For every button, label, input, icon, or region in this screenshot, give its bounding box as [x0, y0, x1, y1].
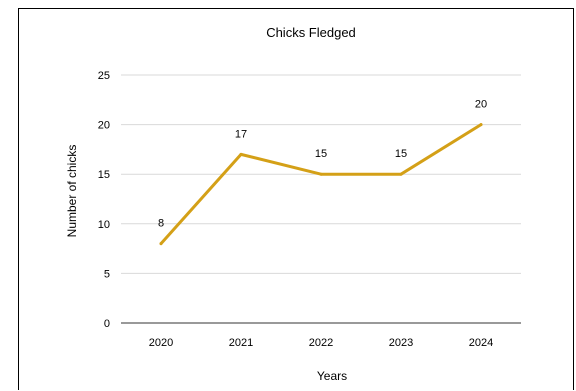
y-tick-label: 10 [98, 219, 110, 231]
data-point [319, 172, 323, 176]
y-tick-label: 25 [98, 70, 110, 82]
y-axis-title: Number of chicks [65, 145, 79, 238]
y-tick-label: 0 [104, 318, 110, 330]
chart-title: Chicks Fledged [266, 25, 356, 40]
data-labels: 8 17 15 15 20 [158, 99, 487, 230]
x-tick-label: 2020 [149, 337, 173, 349]
data-label: 15 [315, 148, 327, 160]
data-point [159, 242, 163, 246]
x-tick-label: 2024 [469, 337, 493, 349]
chart-frame: Chicks Fledged 0 5 10 15 20 25 2020 2021 2022 20… [18, 8, 574, 390]
y-tick-label: 5 [104, 268, 110, 280]
data-point [239, 152, 243, 156]
data-label: 17 [235, 128, 247, 140]
x-tick-label: 2023 [389, 337, 413, 349]
y-tick-labels: 0 5 10 15 20 25 [98, 70, 110, 330]
x-tick-labels: 2020 2021 2022 2023 2024 [149, 337, 493, 349]
x-tick-label: 2021 [229, 337, 253, 349]
data-label: 15 [395, 148, 407, 160]
x-tick-label: 2022 [309, 337, 333, 349]
y-tick-label: 15 [98, 169, 110, 181]
data-label: 8 [158, 218, 164, 230]
data-point [479, 123, 483, 127]
series-line [159, 123, 483, 246]
y-tick-label: 20 [98, 120, 110, 132]
series-layer [159, 123, 483, 246]
gridlines [121, 74, 521, 324]
data-label: 20 [475, 99, 487, 111]
x-axis-title: Years [317, 369, 347, 383]
data-point [399, 172, 403, 176]
